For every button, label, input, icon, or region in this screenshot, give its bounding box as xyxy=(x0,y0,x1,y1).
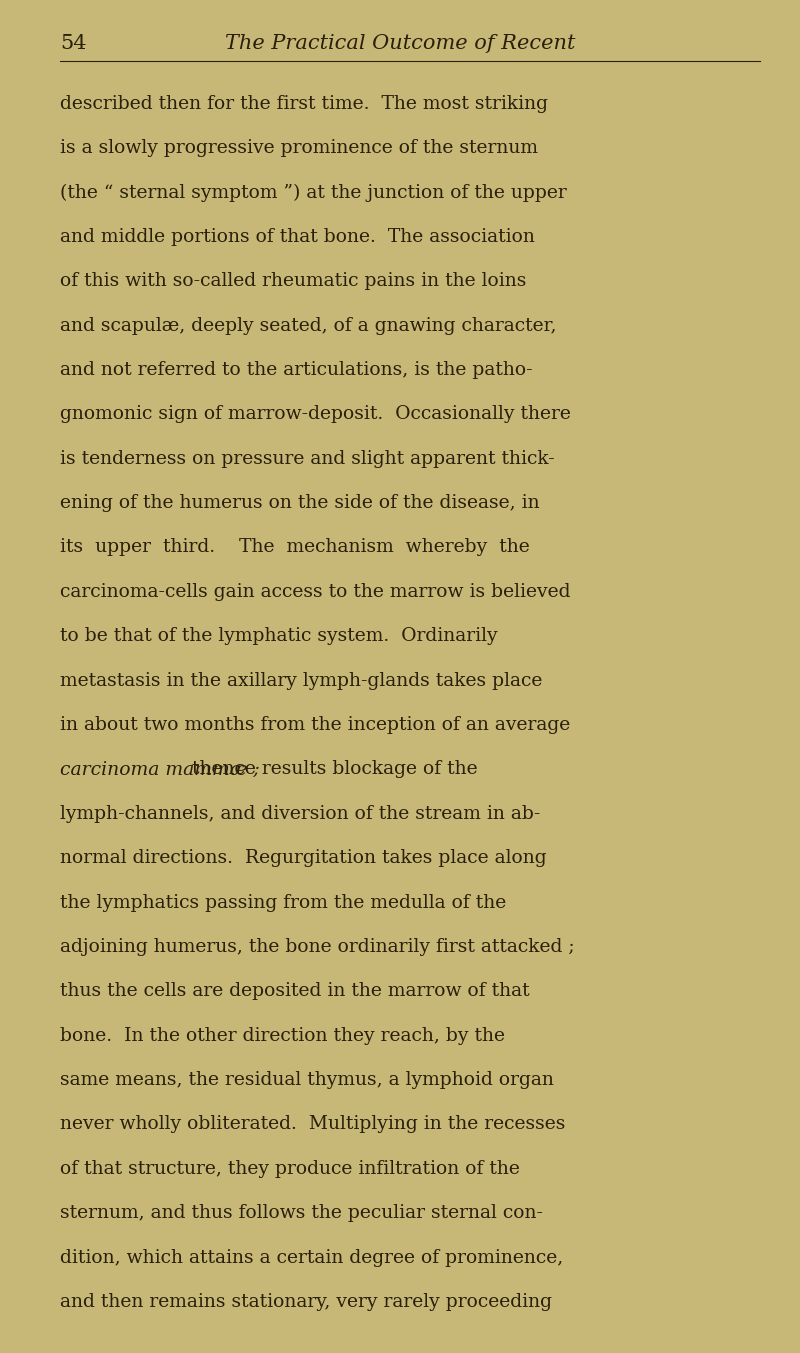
Text: of that structure, they produce infiltration of the: of that structure, they produce infiltra… xyxy=(60,1160,520,1178)
Text: of this with so-called rheumatic pains in the loins: of this with so-called rheumatic pains i… xyxy=(60,272,526,291)
Text: normal directions.  Regurgitation takes place along: normal directions. Regurgitation takes p… xyxy=(60,850,546,867)
Text: The Practical Outcome of Recent: The Practical Outcome of Recent xyxy=(225,34,575,53)
Text: ening of the humerus on the side of the disease, in: ening of the humerus on the side of the … xyxy=(60,494,540,513)
Text: its  upper  third.    The  mechanism  whereby  the: its upper third. The mechanism whereby t… xyxy=(60,538,530,556)
Text: thence results blockage of the: thence results blockage of the xyxy=(180,760,478,778)
Text: adjoining humerus, the bone ordinarily first attacked ;: adjoining humerus, the bone ordinarily f… xyxy=(60,938,574,957)
Text: (the “ sternal symptom ”) at the junction of the upper: (the “ sternal symptom ”) at the junctio… xyxy=(60,184,566,202)
Text: described then for the first time.  The most striking: described then for the first time. The m… xyxy=(60,95,548,112)
Text: the lymphatics passing from the medulla of the: the lymphatics passing from the medulla … xyxy=(60,893,506,912)
Text: lymph-channels, and diversion of the stream in ab-: lymph-channels, and diversion of the str… xyxy=(60,805,540,823)
Text: carcinoma mammæ ;: carcinoma mammæ ; xyxy=(60,760,260,778)
Text: thus the cells are deposited in the marrow of that: thus the cells are deposited in the marr… xyxy=(60,982,530,1000)
Text: dition, which attains a certain degree of prominence,: dition, which attains a certain degree o… xyxy=(60,1249,563,1266)
Text: 54: 54 xyxy=(60,34,86,53)
Text: same means, the residual thymus, a lymphoid organ: same means, the residual thymus, a lymph… xyxy=(60,1072,554,1089)
Text: in about two months from the inception of an average: in about two months from the inception o… xyxy=(60,716,570,735)
Text: never wholly obliterated.  Multiplying in the recesses: never wholly obliterated. Multiplying in… xyxy=(60,1115,566,1134)
Text: metastasis in the axillary lymph-glands takes place: metastasis in the axillary lymph-glands … xyxy=(60,671,542,690)
Text: and middle portions of that bone.  The association: and middle portions of that bone. The as… xyxy=(60,227,535,246)
Text: is tenderness on pressure and slight apparent thick-: is tenderness on pressure and slight app… xyxy=(60,449,554,468)
Text: bone.  In the other direction they reach, by the: bone. In the other direction they reach,… xyxy=(60,1027,505,1045)
Text: gnomonic sign of marrow-deposit.  Occasionally there: gnomonic sign of marrow-deposit. Occasio… xyxy=(60,406,571,423)
Text: to be that of the lymphatic system.  Ordinarily: to be that of the lymphatic system. Ordi… xyxy=(60,628,498,645)
Text: carcinoma-cells gain access to the marrow is believed: carcinoma-cells gain access to the marro… xyxy=(60,583,570,601)
Text: and then remains stationary, very rarely proceeding: and then remains stationary, very rarely… xyxy=(60,1293,552,1311)
Text: and scapulæ, deeply seated, of a gnawing character,: and scapulæ, deeply seated, of a gnawing… xyxy=(60,317,557,334)
Text: sternum, and thus follows the peculiar sternal con-: sternum, and thus follows the peculiar s… xyxy=(60,1204,543,1222)
Text: and not referred to the articulations, is the patho-: and not referred to the articulations, i… xyxy=(60,361,533,379)
Text: is a slowly progressive prominence of the sternum: is a slowly progressive prominence of th… xyxy=(60,139,538,157)
